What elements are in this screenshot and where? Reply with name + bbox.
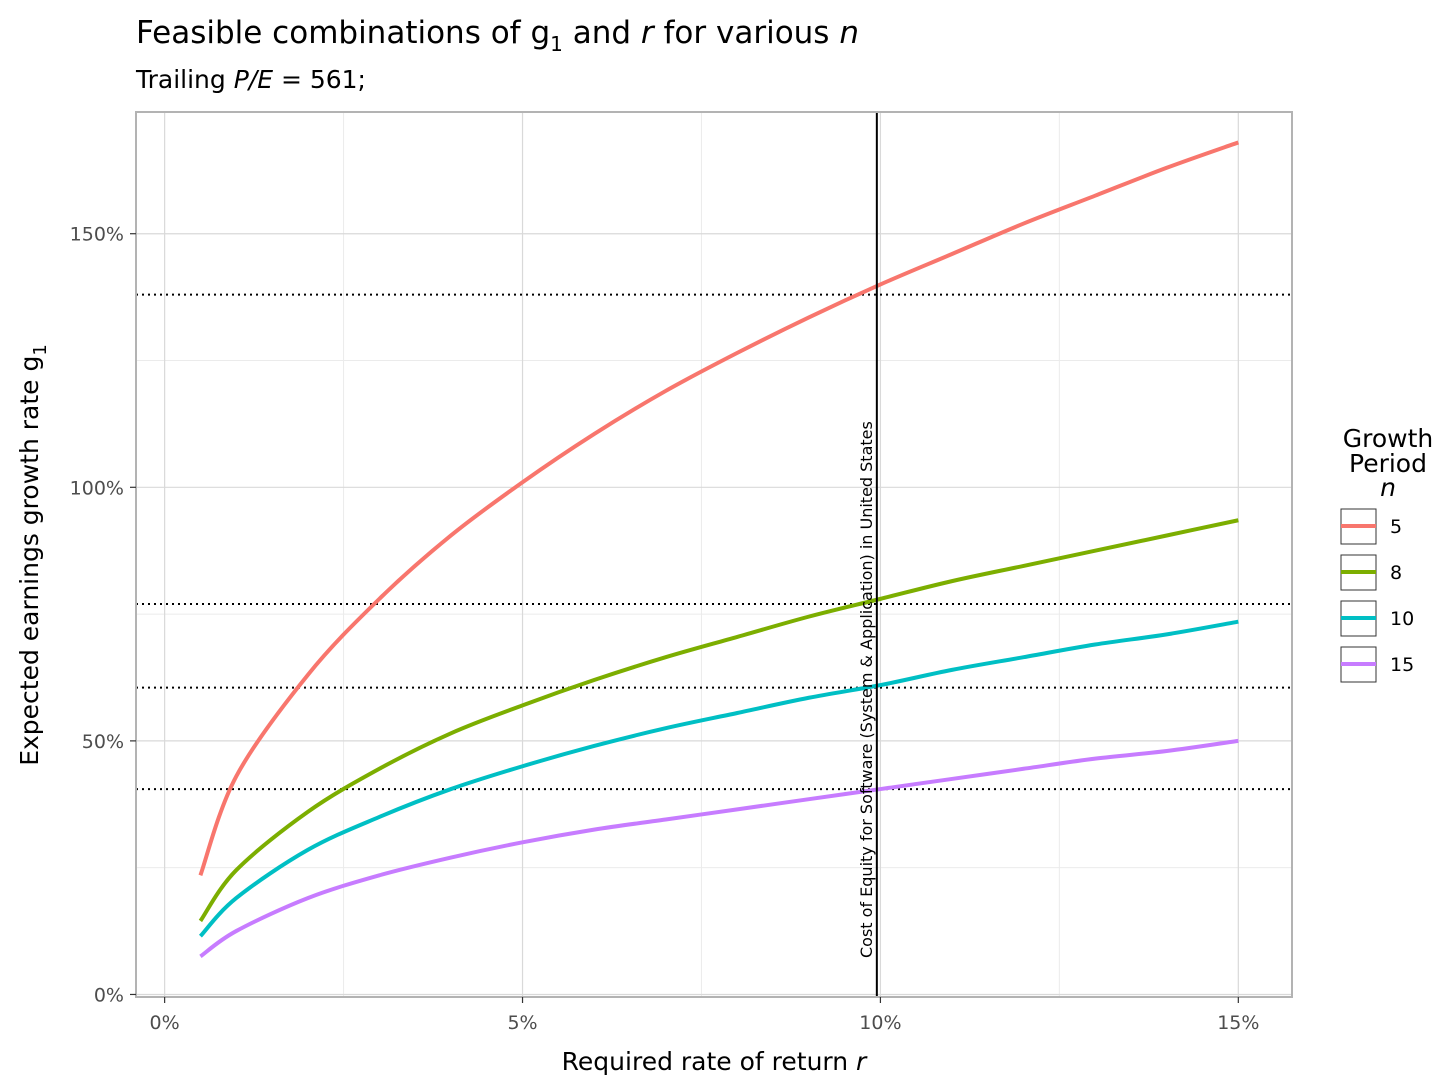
series-line-n10 xyxy=(198,619,1239,938)
legend-label-n8: 8 xyxy=(1390,562,1402,584)
x-axis-title: Required rate of return r xyxy=(562,1047,868,1076)
x-axis: 0% 5% 10% 15% xyxy=(150,997,1259,1034)
series-line-n8 xyxy=(198,518,1239,923)
legend-label-n10: 10 xyxy=(1390,608,1414,630)
x-tick-label: 15% xyxy=(1217,1012,1259,1034)
y-tick-label: 150% xyxy=(70,224,124,246)
series-line-n5 xyxy=(198,140,1239,876)
cost-of-equity-label: Cost of Equity for Software (System & Ap… xyxy=(857,421,876,958)
y-axis: 0% 50% 100% 150% xyxy=(70,224,136,1006)
y-axis-title: Expected earnings growth rate g1 xyxy=(15,344,51,766)
chart-title: Feasible combinations of g1 and r for va… xyxy=(136,15,859,56)
chart-subtitle: Trailing P/E = 561; xyxy=(135,65,366,94)
x-tick-label: 0% xyxy=(150,1012,180,1034)
plot-area: Cost of Equity for Software (System & Ap… xyxy=(136,112,1292,997)
legend-title-line1: Growth xyxy=(1343,424,1434,453)
x-tick-label: 5% xyxy=(507,1012,537,1034)
legend-label-n15: 15 xyxy=(1390,654,1414,676)
legend-title-line3: n xyxy=(1380,473,1396,502)
y-tick-label: 0% xyxy=(94,984,124,1006)
legend-label-n5: 5 xyxy=(1390,516,1402,538)
y-tick-label: 50% xyxy=(82,731,124,753)
series-line-n15 xyxy=(199,738,1239,959)
y-tick-label: 100% xyxy=(70,477,124,499)
panel-border xyxy=(135,111,1293,998)
legend-title-line2: Period xyxy=(1349,449,1427,478)
x-tick-label: 10% xyxy=(859,1012,901,1034)
legend: Growth Period n 5 8 10 15 xyxy=(1340,424,1434,683)
legend-items: 5 8 10 15 xyxy=(1340,508,1414,683)
